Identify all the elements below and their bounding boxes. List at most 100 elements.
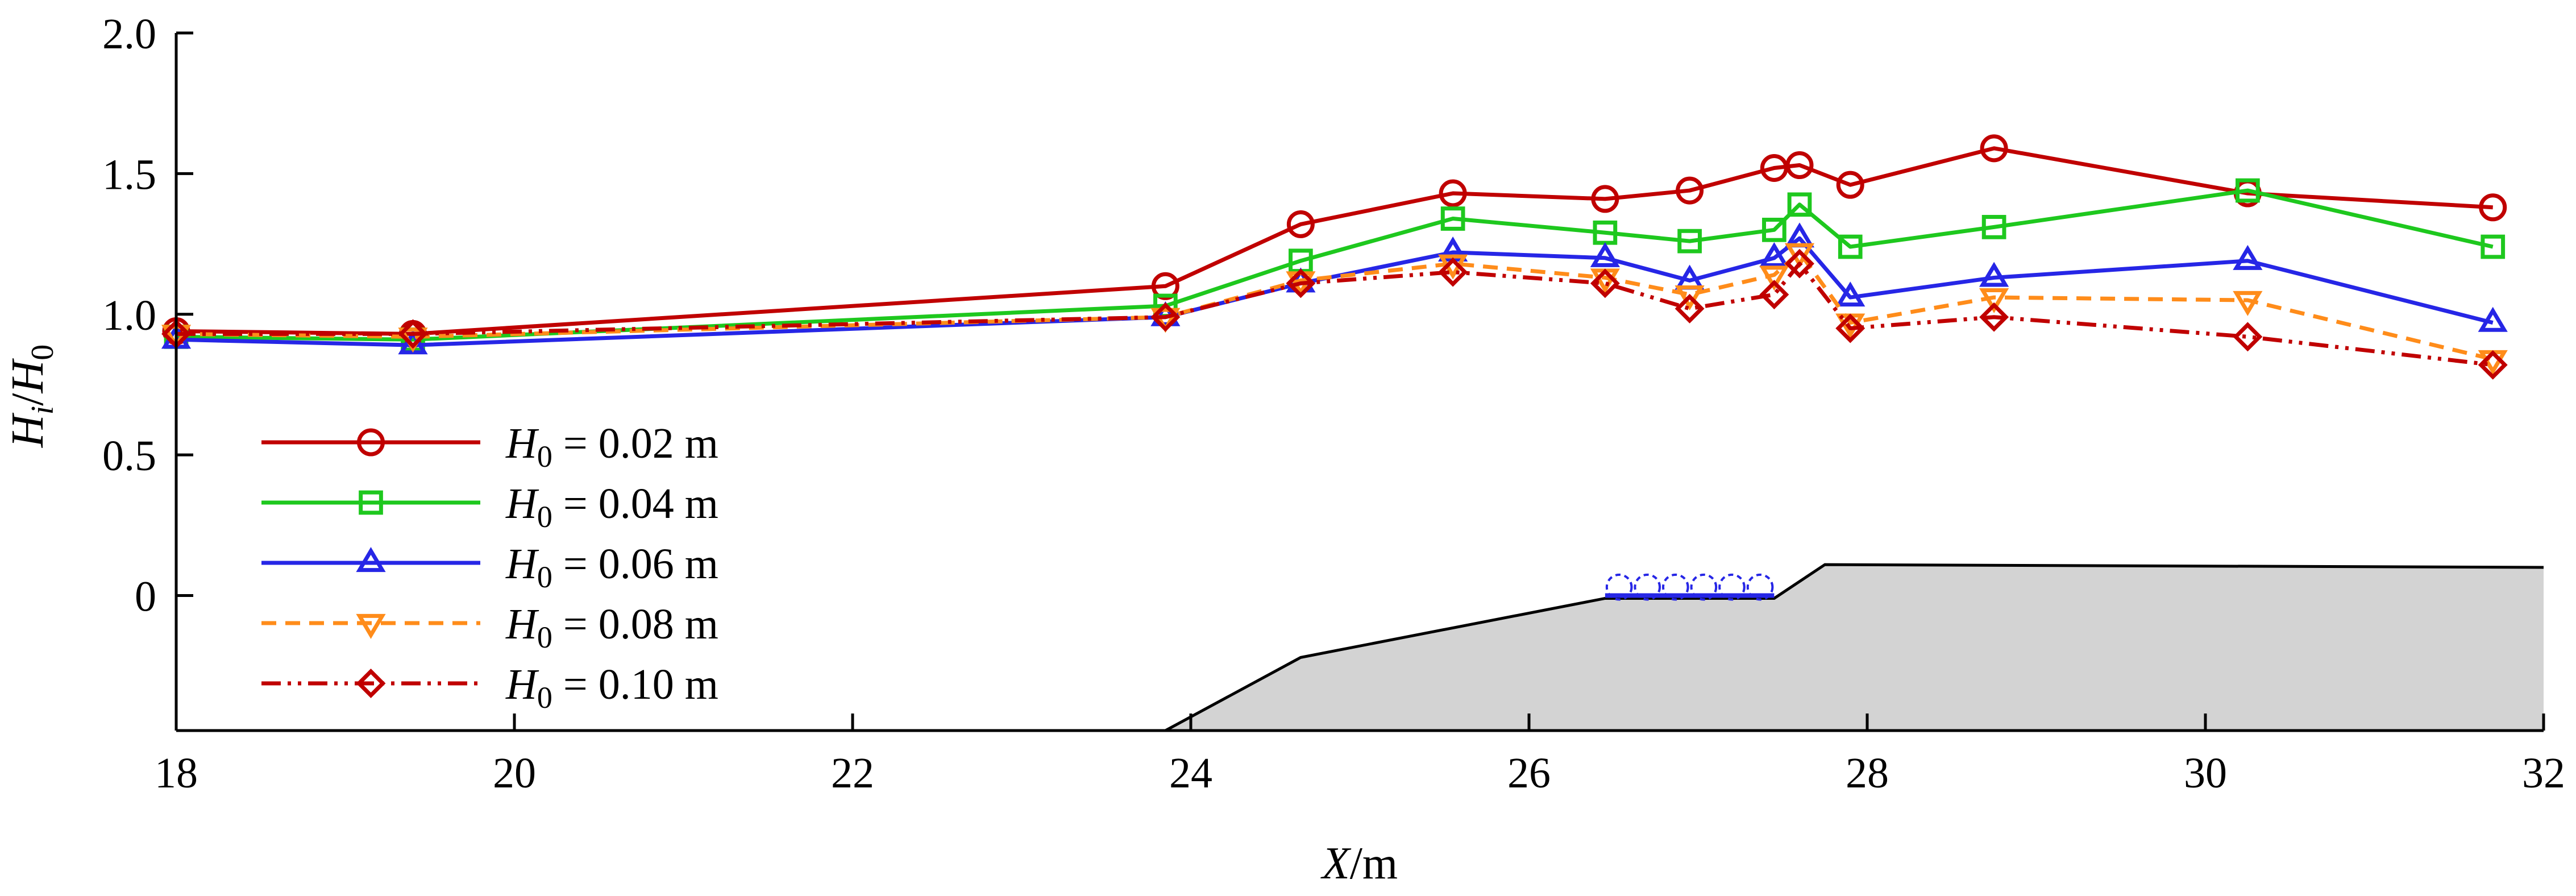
data-point <box>1980 134 2008 163</box>
structure-unit <box>1690 573 1718 601</box>
data-point <box>1785 151 1814 180</box>
data-point <box>1286 210 1315 238</box>
legend-value: = 0.10 m <box>552 661 718 708</box>
x-axis-unit: /m <box>1350 839 1398 889</box>
legend-label: H0 = 0.04 m <box>505 480 718 534</box>
legend-item-5: H0 = 0.10 m <box>261 661 718 715</box>
y-axis-var2: H <box>3 358 53 394</box>
data-point <box>1784 222 1815 248</box>
legend: H0 = 0.02 mH0 = 0.04 mH0 = 0.06 mH0 = 0.… <box>261 420 718 715</box>
legend-value: = 0.08 m <box>552 600 718 648</box>
seabed-profile-line <box>1165 563 2544 732</box>
data-point <box>1759 280 1789 310</box>
legend-sub: 0 <box>537 681 552 715</box>
legend-item-2: H0 = 0.04 m <box>261 480 718 534</box>
series-line <box>176 188 2494 342</box>
data-point <box>1979 262 2009 287</box>
data-point <box>1759 266 1789 291</box>
x-tick-label: 28 <box>1846 749 1889 797</box>
legend-var: H <box>505 600 539 648</box>
structure-unit <box>1634 573 1661 601</box>
structure-unit <box>1746 573 1774 601</box>
y-axis-title: Hi/H0 <box>3 345 60 448</box>
data-point <box>2478 306 2508 332</box>
data-point <box>1439 179 1467 208</box>
data-point <box>1762 217 1786 242</box>
data-point <box>1675 264 1705 290</box>
legend-value: = 0.04 m <box>552 480 718 528</box>
data-point <box>1590 242 1620 267</box>
data-point <box>1438 257 1468 287</box>
y-tick-label: 0.5 <box>102 432 156 480</box>
data-point <box>1150 302 1181 332</box>
legend-label: H0 = 0.02 m <box>505 420 718 474</box>
legend-value: = 0.06 m <box>552 540 718 588</box>
x-tick-label: 26 <box>1507 749 1551 797</box>
y-axis-sub2: 0 <box>25 345 60 360</box>
x-axis-var: X <box>1320 839 1352 889</box>
x-tick-label: 30 <box>2184 749 2227 797</box>
series-line <box>176 262 2494 367</box>
x-tick-label: 22 <box>831 749 874 797</box>
legend-swatch-marker <box>356 669 386 698</box>
data-point <box>1591 185 1619 213</box>
data-point <box>1759 242 1789 267</box>
bathymetry-layer <box>1165 563 2544 732</box>
structure-layer <box>1605 573 1775 601</box>
y-tick-label: 0 <box>135 573 156 621</box>
x-tick-label: 32 <box>2522 749 2565 797</box>
data-point <box>2478 350 2508 380</box>
y-axis-var: H <box>3 412 53 448</box>
data-point <box>1835 313 1865 343</box>
legend-swatch-marker <box>357 428 385 457</box>
axes-layer: 18 20 22 24 26 28 30 322.01.51.00.50X/mHi/H0 <box>3 10 2565 889</box>
data-point <box>1787 192 1812 217</box>
data-point <box>2481 234 2506 259</box>
series-1 <box>162 134 2507 348</box>
legend-var: H <box>505 420 539 467</box>
data-point <box>2233 244 2263 270</box>
data-point <box>1676 176 1704 205</box>
data-point <box>1675 285 1705 310</box>
legend-sub: 0 <box>537 500 552 534</box>
data-point <box>2233 322 2263 352</box>
x-axis-title: X/m <box>1320 839 1398 889</box>
data-point <box>1286 268 1316 298</box>
data-point <box>1979 302 2009 332</box>
legend-swatch-marker <box>356 547 386 573</box>
legend-var: H <box>505 480 539 528</box>
data-point <box>1677 229 1702 254</box>
legend-swatch-marker <box>356 613 386 639</box>
data-point <box>1150 308 1181 333</box>
legend-swatch-marker <box>359 490 383 515</box>
legend-item-3: H0 = 0.06 m <box>261 540 718 594</box>
series-5 <box>161 248 2508 380</box>
seabed-fill <box>1165 565 2544 731</box>
y-tick-label: 1.5 <box>102 151 156 198</box>
legend-var: H <box>505 661 539 708</box>
legend-sub: 0 <box>537 620 552 654</box>
data-point <box>2233 291 2263 316</box>
legend-sub: 0 <box>537 439 552 474</box>
structure-unit <box>1662 573 1689 601</box>
y-axis-sub: i <box>25 406 60 415</box>
legend-item-4: H0 = 0.08 m <box>261 600 718 654</box>
legend-value: = 0.02 m <box>552 420 718 467</box>
x-tick-label: 20 <box>493 749 536 797</box>
series-line <box>176 146 2493 336</box>
y-tick-label: 2.0 <box>102 10 156 58</box>
data-point <box>1785 248 1814 279</box>
legend-label: H0 = 0.10 m <box>505 661 718 715</box>
series-layer <box>161 134 2508 380</box>
data-point <box>1835 281 1865 307</box>
y-tick-label: 1.0 <box>102 292 156 339</box>
legend-item-1: H0 = 0.02 m <box>261 420 718 474</box>
y-axis-sep: / <box>3 393 53 406</box>
data-point <box>1675 293 1705 323</box>
series-4 <box>161 243 2508 375</box>
data-point <box>2236 178 2260 203</box>
legend-label: H0 = 0.08 m <box>505 600 718 654</box>
x-tick-label: 18 <box>155 749 198 797</box>
